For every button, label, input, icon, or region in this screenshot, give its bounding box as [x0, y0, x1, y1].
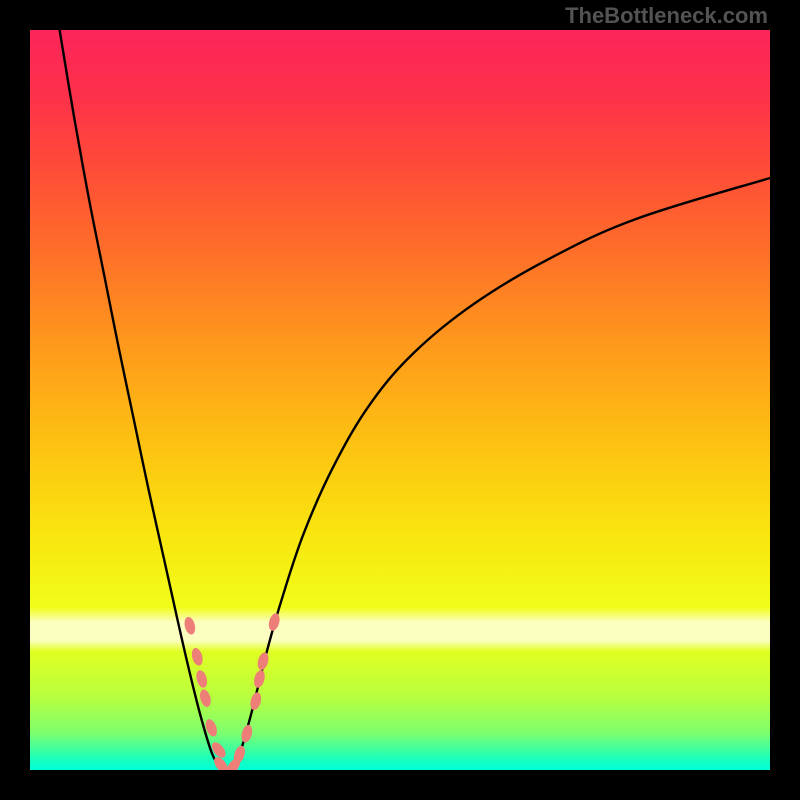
watermark-text: TheBottleneck.com: [565, 3, 768, 29]
plot-area: [30, 30, 770, 770]
marker-bead: [194, 669, 208, 689]
marker-bead: [198, 688, 212, 708]
marker-bead: [256, 651, 270, 671]
marker-bead: [249, 691, 263, 711]
marker-bead: [267, 612, 281, 632]
marker-bead: [190, 647, 204, 667]
chart-svg: [30, 30, 770, 770]
marker-bead: [240, 724, 254, 744]
marker-group: [183, 612, 281, 770]
curve-right-branch: [226, 178, 770, 770]
marker-bead: [183, 616, 197, 636]
marker-bead: [252, 669, 266, 689]
chart-frame: TheBottleneck.com: [0, 0, 800, 800]
